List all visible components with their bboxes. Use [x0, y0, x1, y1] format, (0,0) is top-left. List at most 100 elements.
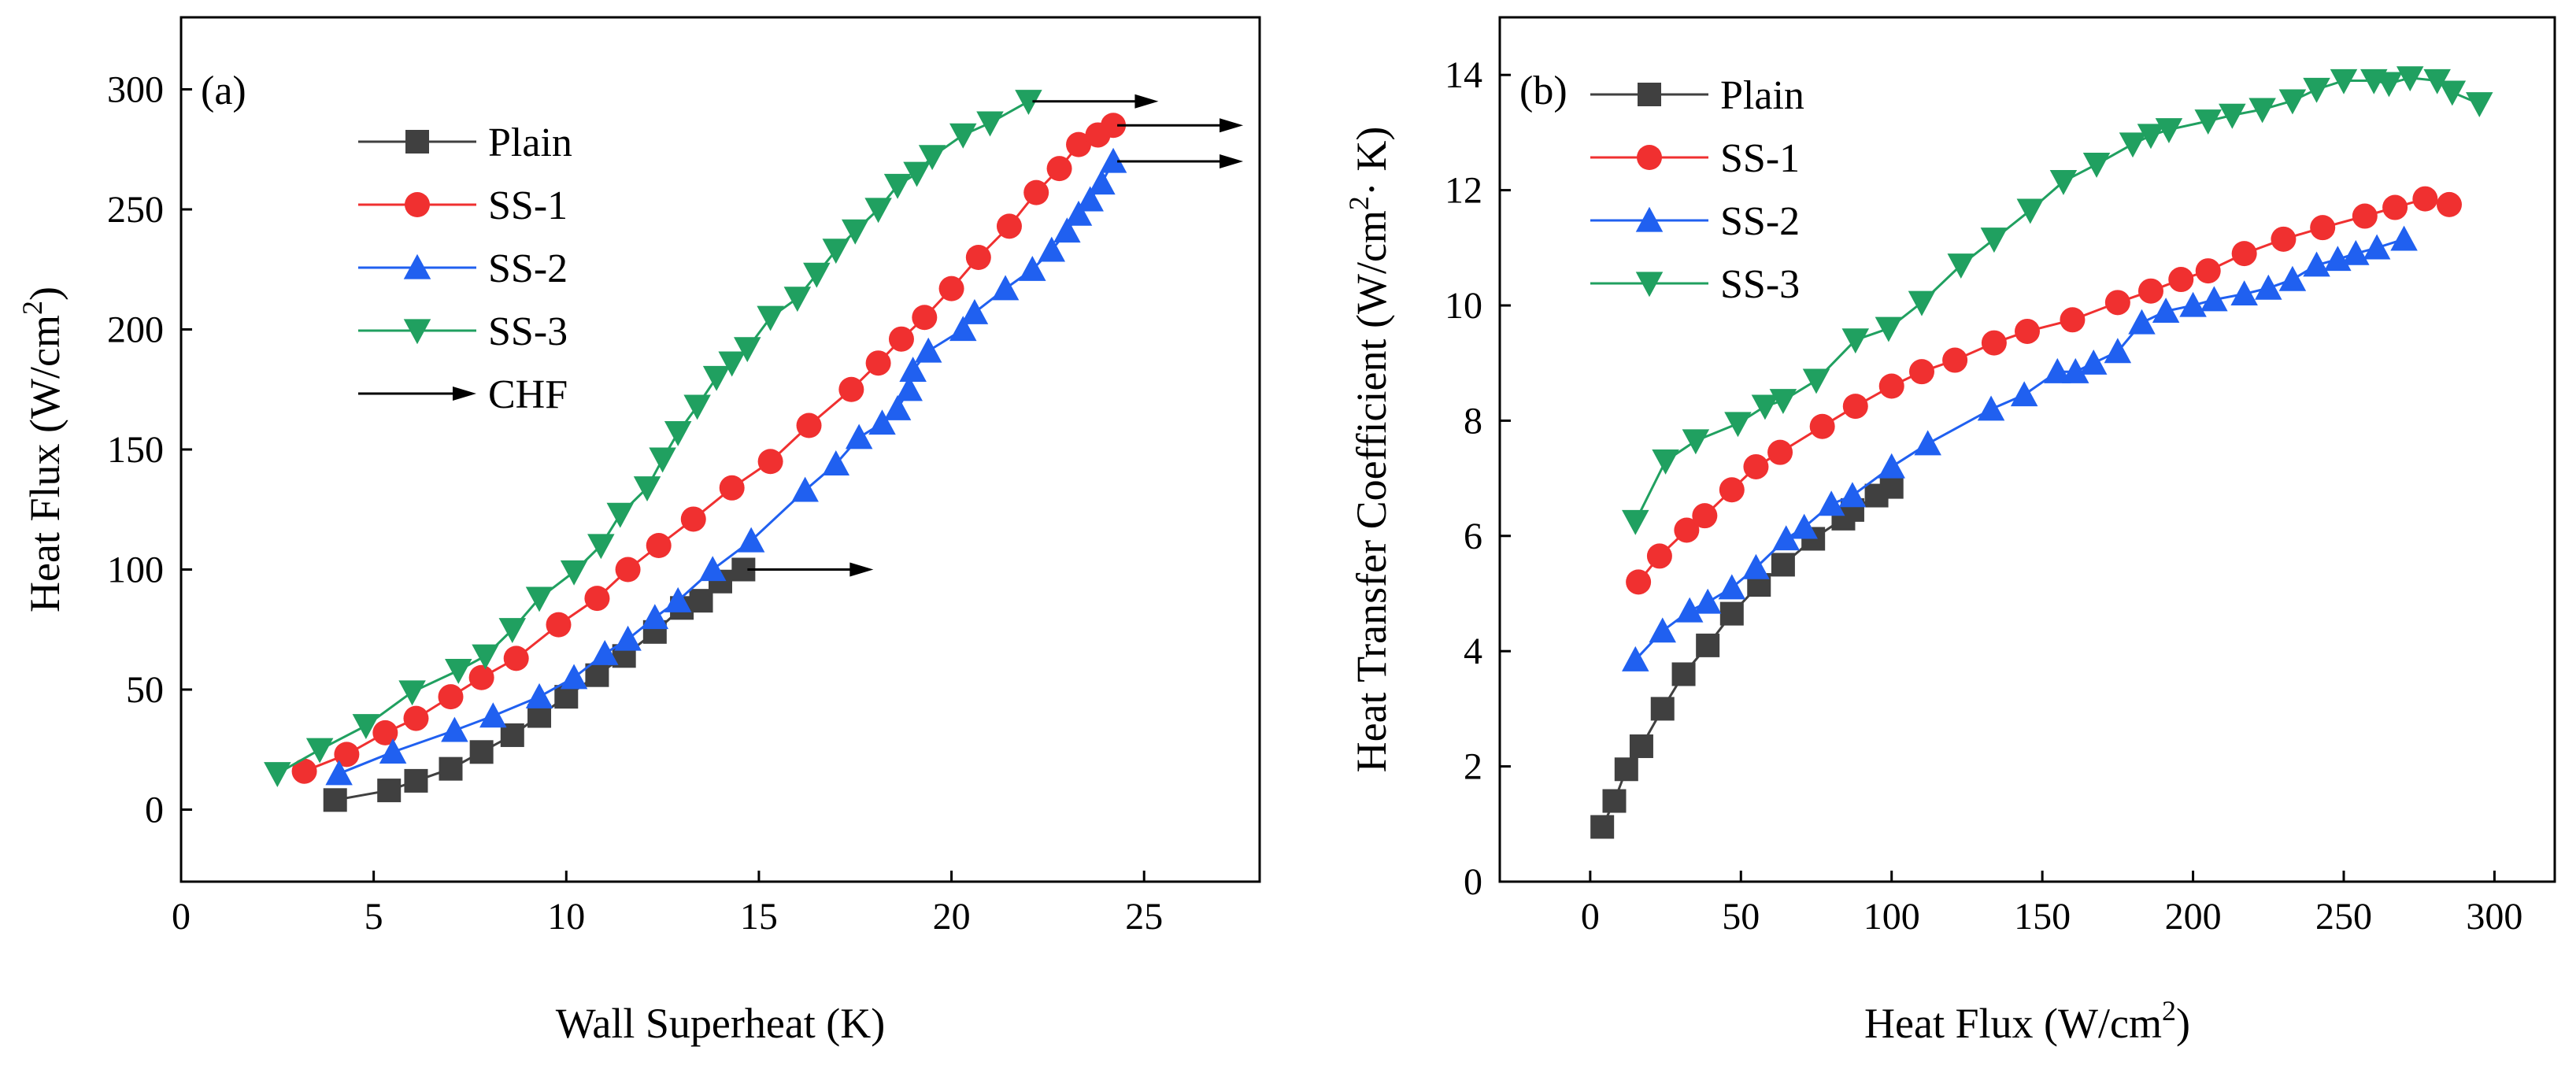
data-point-ss-2	[525, 682, 553, 708]
data-point-ss-3	[664, 420, 692, 446]
data-point-plain	[439, 756, 463, 781]
x-tick-label: 300	[2466, 896, 2522, 938]
x-tick-label: 10	[547, 896, 585, 938]
x-tick-label: 0	[1581, 896, 1600, 938]
data-point-ss-2	[883, 394, 912, 420]
data-point-ss-2	[949, 316, 977, 342]
data-point-ss-3	[702, 365, 731, 391]
legend: Plain SS-1 SS-2 SS-3	[1590, 73, 1804, 307]
data-point-plain	[1650, 697, 1675, 721]
x-tick-label: 50	[1722, 896, 1760, 938]
data-point-ss-2	[845, 424, 873, 449]
y-tick-label: 4	[1464, 631, 1482, 672]
data-point-ss-2	[2179, 291, 2207, 317]
data-point-ss-3	[2049, 169, 2078, 195]
series-ss-1	[1626, 186, 2462, 595]
data-point-plain	[1614, 757, 1638, 782]
data-point-ss-3	[352, 714, 380, 739]
data-point-plain	[1719, 601, 1744, 626]
data-point-ss-3	[498, 618, 527, 643]
data-point-ss-2	[2390, 225, 2418, 251]
data-point-ss-2	[1718, 574, 1746, 600]
data-point-ss-2	[641, 604, 669, 630]
data-point-ss-1	[403, 705, 429, 731]
data-point-ss-2	[868, 409, 896, 435]
series-ss-2	[325, 147, 1127, 786]
data-point-ss-3	[2278, 89, 2307, 115]
data-point-ss-1	[996, 213, 1022, 239]
data-point-ss-3	[398, 680, 426, 706]
data-point-ss-1	[2168, 267, 2194, 293]
data-point-ss-3	[2438, 80, 2467, 106]
data-point-ss-2	[590, 640, 619, 665]
data-point-ss-2	[2044, 357, 2071, 383]
data-point-ss-2	[1649, 617, 1676, 643]
y-tick-label: 250	[107, 189, 164, 231]
data-point-ss-3	[718, 351, 746, 377]
data-point-ss-1	[1646, 543, 1672, 569]
data-point-ss-2	[1053, 217, 1081, 243]
series-ss-1	[291, 113, 1127, 784]
data-point-plain	[1879, 475, 1904, 499]
x-axis-label-tail: )	[2176, 1000, 2190, 1047]
data-point-ss-3	[803, 262, 831, 288]
legend-chf-arrow	[358, 387, 476, 401]
x-tick-label: 0	[172, 896, 191, 938]
legend-marker-plain	[1638, 83, 1661, 106]
data-point-ss-2	[1019, 256, 1046, 281]
data-point-ss-1	[291, 758, 317, 784]
data-point-ss-3	[2016, 198, 2045, 224]
y-axis-label-tail: )	[21, 287, 68, 301]
panel-b: 0 50 100 150 200 250 300 0 2 4 6 8 10 12 14 (b) Heat Flu…	[1343, 16, 2556, 1047]
data-point-ss-1	[2271, 226, 2297, 252]
data-point-ss-1	[1981, 330, 2007, 356]
chf-arrow-ss-2	[1117, 154, 1244, 168]
data-point-ss-3	[1947, 253, 1975, 279]
data-point-ss-1	[584, 586, 610, 612]
data-point-ss-3	[883, 173, 912, 199]
data-point-ss-1	[2352, 203, 2378, 229]
legend-marker-ss-3	[403, 319, 431, 345]
data-point-ss-1	[2437, 191, 2462, 217]
data-point-ss-1	[912, 305, 938, 331]
data-point-ss-3	[525, 586, 553, 612]
data-point-ss-3	[1769, 389, 1797, 415]
data-point-ss-3	[683, 394, 711, 420]
data-point-ss-2	[379, 738, 407, 764]
data-point-ss-2	[2230, 280, 2258, 306]
y-axis-label-sup: 2	[17, 301, 48, 315]
panel-label: (b)	[1519, 68, 1567, 113]
y-axis-label-sup: 2	[1343, 196, 1375, 210]
data-point-ss-2	[2104, 338, 2132, 364]
data-point-ss-2	[441, 716, 468, 742]
data-point-ss-1	[2310, 215, 2336, 241]
plot-frame	[1498, 16, 2556, 883]
data-point-ss-1	[1023, 179, 1049, 205]
legend-label-chf: CHF	[488, 372, 568, 417]
series-line-ss-1	[1637, 198, 2450, 583]
data-point-ss-1	[1626, 569, 1652, 595]
data-point-plain	[1696, 633, 1720, 657]
data-point-ss-2	[2363, 234, 2391, 260]
data-point-ss-1	[1767, 439, 1793, 465]
data-point-ss-2	[960, 298, 989, 324]
data-point-ss-1	[1878, 373, 1904, 399]
data-point-ss-1	[838, 376, 864, 402]
y-axis-label-main: Heat Flux (W/cm	[21, 315, 68, 612]
data-point-ss-3	[2155, 118, 2183, 143]
y-tick-label: 10	[1445, 285, 1482, 327]
data-point-ss-2	[479, 702, 507, 728]
data-point-ss-1	[2231, 241, 2257, 267]
data-point-ss-2	[698, 556, 727, 582]
y-tick-label: 0	[1464, 861, 1482, 903]
data-point-ss-2	[2128, 309, 2156, 335]
data-point-ss-2	[1790, 513, 1818, 539]
data-point-ss-2	[991, 275, 1020, 301]
data-point-ss-3	[1652, 449, 1679, 475]
legend-label-ss-2: SS-2	[1720, 199, 1800, 244]
chf-arrow-head	[1134, 94, 1159, 109]
data-point-ss-3	[783, 287, 812, 313]
chf-arrow-plain	[747, 562, 874, 577]
